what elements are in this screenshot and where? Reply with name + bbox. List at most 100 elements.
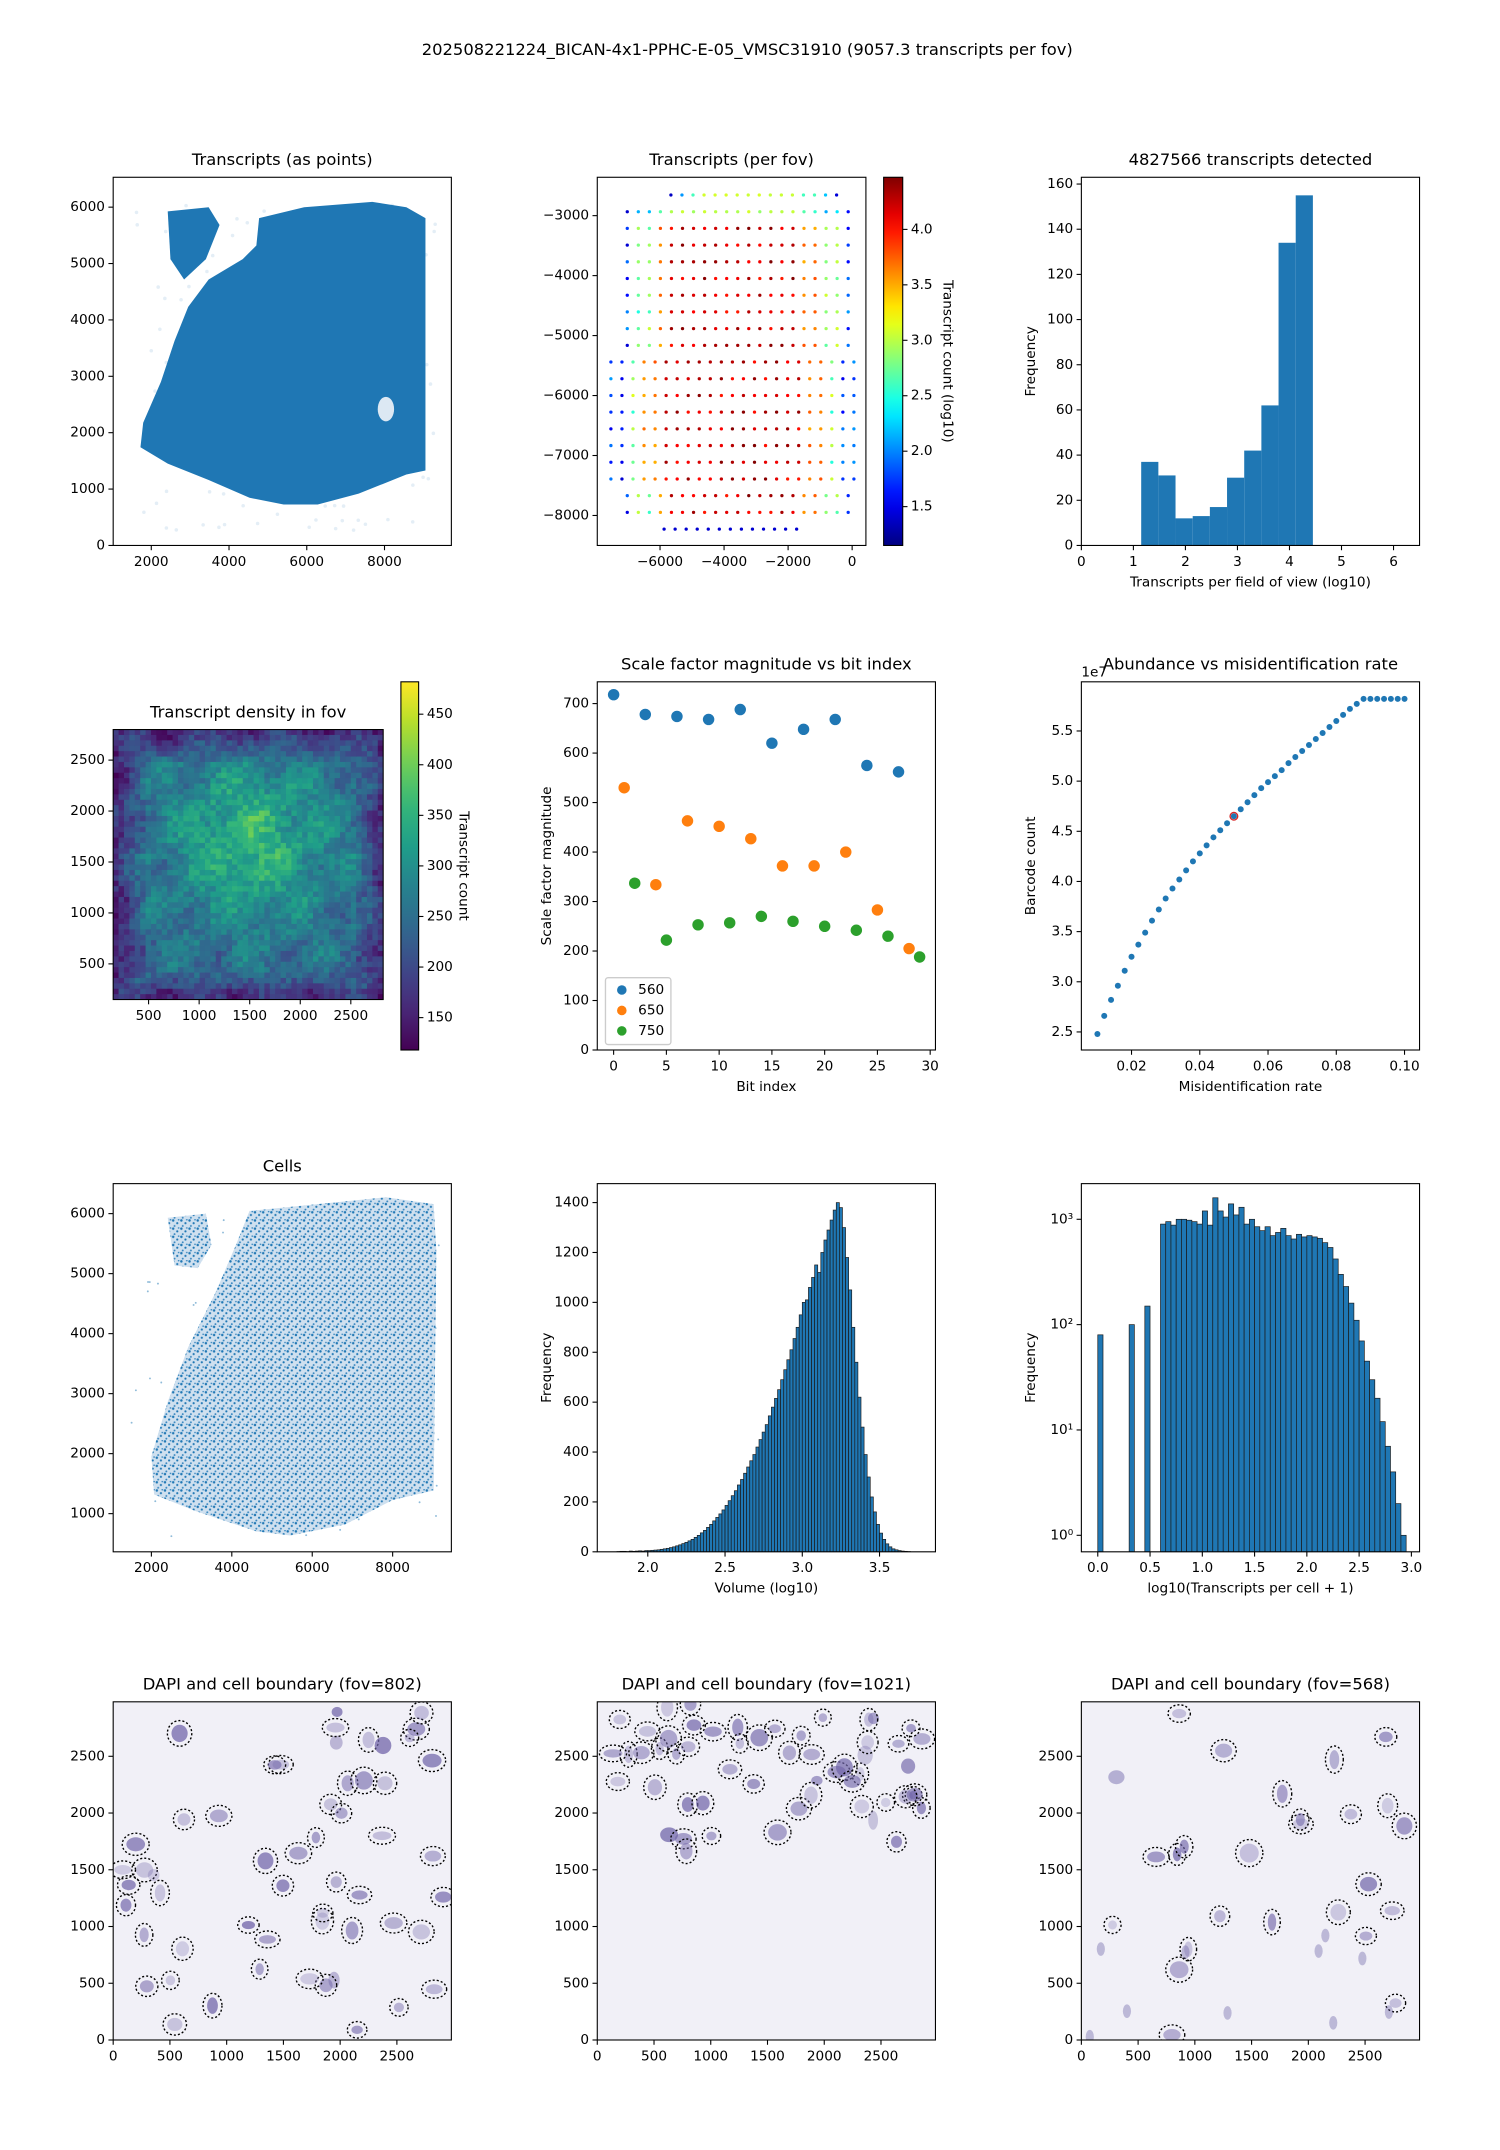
heatmap-cell xyxy=(248,891,254,898)
heatmap-cell xyxy=(307,788,314,795)
heatmap-cell xyxy=(231,940,238,946)
heatmap-cell xyxy=(275,859,281,865)
heatmap-cell xyxy=(221,961,227,968)
heatmap-cell xyxy=(366,783,373,790)
cell-boundary xyxy=(676,1736,701,1758)
fov-dot xyxy=(725,293,729,297)
nucleus xyxy=(354,1771,373,1790)
nucleus xyxy=(120,1898,132,1912)
heatmap-cell xyxy=(280,972,287,979)
heatmap-cell xyxy=(280,837,287,844)
heatmap-cell xyxy=(275,767,281,774)
heatmap-cell xyxy=(296,799,303,806)
scatter-point-faint xyxy=(164,489,169,494)
heatmap-cell xyxy=(156,788,163,795)
cell-boundary xyxy=(271,1874,295,1897)
fov-dot xyxy=(708,360,712,364)
histogram-bar xyxy=(1290,1238,1297,1552)
heatmap-cell xyxy=(339,772,346,779)
heatmap-cell xyxy=(156,734,163,741)
scatter-point xyxy=(1401,695,1408,702)
heatmap-cell xyxy=(204,869,211,876)
heatmap-cell xyxy=(377,913,384,919)
x-tick-label: 0.10 xyxy=(1389,1058,1419,1074)
heatmap-cell xyxy=(307,994,314,1000)
heatmap-cell xyxy=(145,815,152,822)
heatmap-cell xyxy=(296,945,303,952)
heatmap-cell xyxy=(323,794,330,801)
panel: 2000 4000 6000 8000010002000300040005000600… xyxy=(70,150,452,570)
heatmap-cell xyxy=(167,756,173,763)
heatmap-cell xyxy=(156,934,163,941)
heatmap-cell xyxy=(372,821,379,828)
heatmap-cell xyxy=(231,864,238,871)
nucleus xyxy=(1389,1998,1402,2008)
heatmap-cell xyxy=(339,756,346,763)
heatmap-cell xyxy=(145,907,152,914)
heatmap-cell xyxy=(372,783,379,790)
heatmap-cell xyxy=(323,815,330,822)
heatmap-cell xyxy=(258,842,265,849)
heatmap-cell xyxy=(140,994,146,1000)
heatmap-cell xyxy=(172,815,179,822)
histogram-bar xyxy=(755,1446,760,1552)
fov-dot xyxy=(609,377,613,381)
heatmap-cell xyxy=(361,734,368,741)
heatmap-cell xyxy=(161,875,168,882)
heatmap-cell xyxy=(377,869,384,876)
y-axis-label: Frequency xyxy=(539,1333,555,1403)
fov-dot xyxy=(761,527,766,531)
heatmap-cell xyxy=(183,842,190,849)
panel: −6000 −4000 −2000 0−3000−4000−5000−6000−700… xyxy=(543,150,956,570)
heatmap-cell xyxy=(140,875,146,882)
heatmap-cell xyxy=(302,767,308,774)
heatmap-cell xyxy=(275,805,281,811)
scatter-point xyxy=(734,703,746,716)
heatmap-cell xyxy=(183,729,190,736)
heatmap-cell xyxy=(312,761,319,768)
heatmap-cell xyxy=(264,994,271,1000)
heatmap-cell xyxy=(296,864,303,871)
heatmap-cell xyxy=(188,902,195,909)
heatmap-cell xyxy=(350,934,357,941)
heatmap-cell xyxy=(318,853,325,860)
scatter-point xyxy=(1101,1012,1108,1019)
heatmap-cell xyxy=(372,810,379,817)
heatmap-cell xyxy=(172,832,179,838)
heatmap-cell xyxy=(307,729,314,736)
heatmap-cell xyxy=(329,918,335,925)
heatmap-cell xyxy=(123,788,130,795)
heatmap-cell xyxy=(199,810,206,817)
heatmap-cell xyxy=(113,896,119,903)
heatmap-cell xyxy=(361,994,368,1000)
heatmap-cell xyxy=(134,783,141,790)
heatmap-cell xyxy=(210,896,217,903)
fov-dot xyxy=(819,410,823,414)
fov-dot xyxy=(708,393,712,398)
fov-dot xyxy=(768,193,772,197)
fov-dot xyxy=(680,276,685,281)
heatmap-cell xyxy=(285,810,292,817)
heatmap-cell xyxy=(226,994,233,1000)
heatmap-cell xyxy=(215,923,222,930)
heatmap-cell xyxy=(188,913,195,919)
fov-dot xyxy=(675,393,679,398)
heatmap-cell xyxy=(345,994,352,1000)
heatmap-cell xyxy=(167,934,173,941)
heatmap-cell xyxy=(140,940,146,946)
heatmap-cell xyxy=(356,821,362,828)
heatmap-cell xyxy=(226,767,233,774)
heatmap-cell xyxy=(302,967,308,973)
heatmap-cell xyxy=(366,918,373,925)
heatmap-cell xyxy=(123,875,130,882)
heatmap-cell xyxy=(231,783,238,790)
heatmap-cell xyxy=(269,772,276,779)
heatmap-cell xyxy=(248,859,254,865)
heatmap-cell xyxy=(150,756,157,763)
heatmap-cell xyxy=(323,869,330,876)
fov-dot xyxy=(812,193,817,197)
histogram-bar xyxy=(823,1239,828,1552)
heatmap-cell xyxy=(264,788,271,795)
heatmap-cell xyxy=(231,869,238,876)
heatmap-cell xyxy=(242,772,249,779)
